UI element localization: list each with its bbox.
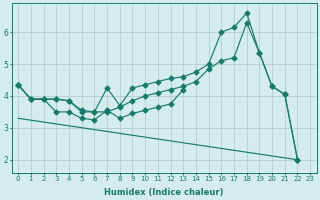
- X-axis label: Humidex (Indice chaleur): Humidex (Indice chaleur): [104, 188, 224, 197]
